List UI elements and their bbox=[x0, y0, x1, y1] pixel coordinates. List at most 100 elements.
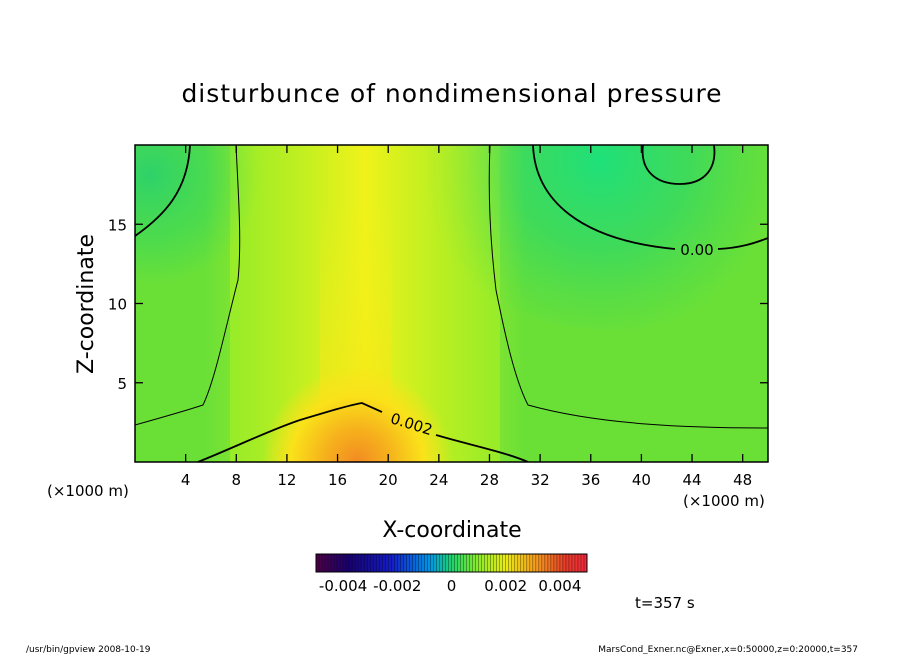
colorbar-cell-65 bbox=[511, 554, 516, 572]
colorbar-cell-60 bbox=[496, 554, 500, 572]
colorbar-cell-36 bbox=[424, 554, 428, 572]
colorbar-cell-43 bbox=[445, 554, 449, 572]
colorbar-cell-66 bbox=[514, 554, 519, 572]
colorbar-cell-14 bbox=[358, 554, 362, 572]
colorbar-cell-78 bbox=[550, 554, 555, 572]
colorbar-cell-0 bbox=[316, 554, 320, 572]
colorbar-cell-44 bbox=[448, 554, 452, 572]
y-tick-label-10: 10 bbox=[108, 296, 127, 314]
colorbar-cell-76 bbox=[544, 554, 549, 572]
x-tick-label-48: 48 bbox=[733, 471, 752, 489]
colorbar-cell-19 bbox=[373, 554, 377, 572]
colorbar-cell-63 bbox=[505, 554, 510, 572]
y-axis-label: Z-coordinate bbox=[74, 234, 99, 374]
colorbar-tick-label-2: 0 bbox=[447, 577, 457, 595]
colorbar-cell-4 bbox=[328, 554, 332, 572]
colorbar-tick-label-4: 0.004 bbox=[538, 577, 581, 595]
colorbar-cell-62 bbox=[502, 554, 506, 572]
chart-title: disturbunce of nondimensional pressure bbox=[181, 79, 722, 108]
colorbar-cell-40 bbox=[436, 554, 440, 572]
colorbar-cell-46 bbox=[454, 554, 458, 572]
colorbar-cell-16 bbox=[364, 554, 368, 572]
y-axis-ticks: 5 10 15 bbox=[108, 216, 768, 393]
footer-right: MarsCond_Exner.nc@Exner,x=0:50000,z=0:20… bbox=[598, 645, 858, 654]
colorbar-cell-12 bbox=[352, 554, 356, 572]
colorbar-cell-26 bbox=[394, 554, 398, 572]
colorbar-cell-7 bbox=[337, 554, 341, 572]
x-tick-label-36: 36 bbox=[581, 471, 600, 489]
colorbar-cell-84 bbox=[568, 554, 573, 572]
colorbar bbox=[315, 554, 588, 572]
x-tick-label-44: 44 bbox=[682, 471, 701, 489]
colorbar-cell-48 bbox=[460, 554, 464, 572]
colorbar-cell-74 bbox=[538, 554, 543, 572]
colorbar-cell-41 bbox=[439, 554, 443, 572]
colorbar-frame bbox=[315, 553, 588, 573]
colorbar-cell-75 bbox=[541, 554, 546, 572]
footer-left: /usr/bin/gpview 2008-10-19 bbox=[26, 645, 151, 654]
colorbar-cell-35 bbox=[421, 554, 425, 572]
x-tick-label-32: 32 bbox=[531, 471, 550, 489]
colorbar-cell-55 bbox=[481, 554, 485, 572]
colorbar-cell-9 bbox=[343, 554, 347, 572]
colorbar-cell-28 bbox=[400, 554, 404, 572]
colorbar-cell-37 bbox=[427, 554, 431, 572]
colorbar-cell-27 bbox=[397, 554, 401, 572]
colorbar-cell-8 bbox=[340, 554, 344, 572]
contour-line-top-right-loop bbox=[641, 145, 716, 185]
x-unit-right: (×1000 m) bbox=[683, 492, 765, 510]
colorbar-cell-33 bbox=[415, 554, 419, 572]
colorbar-cell-89 bbox=[583, 554, 588, 572]
contour-line-zero bbox=[532, 145, 768, 250]
x-axis-label: X-coordinate bbox=[382, 518, 521, 543]
colorbar-cell-56 bbox=[484, 554, 488, 572]
colorbar-cell-52 bbox=[472, 554, 476, 572]
colorbar-cell-70 bbox=[526, 554, 531, 572]
contour-line-left-arc bbox=[135, 145, 191, 237]
x-tick-label-40: 40 bbox=[632, 471, 651, 489]
plot-area bbox=[135, 145, 768, 462]
colorbar-cell-58 bbox=[490, 554, 494, 572]
colorbar-cell-67 bbox=[517, 554, 522, 572]
y-tick-label-5: 5 bbox=[117, 375, 127, 393]
colorbar-cell-54 bbox=[478, 554, 482, 572]
colorbar-cell-42 bbox=[442, 554, 446, 572]
contour-label-zero: 0.00 bbox=[680, 241, 713, 259]
colorbar-cell-85 bbox=[571, 554, 576, 572]
colorbar-cell-24 bbox=[388, 554, 392, 572]
colorbar-ticks: -0.004 -0.002 0 0.002 0.004 bbox=[319, 577, 581, 595]
colorbar-cell-23 bbox=[385, 554, 389, 572]
colorbar-cell-79 bbox=[553, 554, 558, 572]
contour-line-thin-left bbox=[135, 145, 241, 426]
colorbar-cell-6 bbox=[334, 554, 338, 572]
colorbar-cell-29 bbox=[403, 554, 407, 572]
contour-line-0002-right bbox=[435, 434, 529, 462]
x-unit-left: (×1000 m) bbox=[47, 482, 129, 500]
contour-line-0002-left bbox=[197, 402, 383, 462]
colorbar-cell-22 bbox=[382, 554, 386, 572]
colorbar-cell-69 bbox=[523, 554, 528, 572]
colorbar-cell-39 bbox=[433, 554, 437, 572]
colorbar-cell-83 bbox=[565, 554, 570, 572]
colorbar-cell-10 bbox=[346, 554, 350, 572]
colorbar-cell-86 bbox=[574, 554, 579, 572]
colorbar-cell-61 bbox=[499, 554, 503, 572]
colorbar-cell-71 bbox=[529, 554, 534, 572]
colorbar-cell-25 bbox=[391, 554, 395, 572]
x-axis-ticks: 4 8 12 16 20 24 28 32 36 40 44 48 bbox=[181, 145, 752, 489]
colorbar-cell-82 bbox=[562, 554, 567, 572]
contour-line-thin-right bbox=[488, 145, 768, 429]
colorbar-cell-38 bbox=[430, 554, 434, 572]
time-label: t=357 s bbox=[635, 594, 695, 612]
colorbar-cell-18 bbox=[370, 554, 374, 572]
colorbar-cell-87 bbox=[577, 554, 582, 572]
colorbar-cell-34 bbox=[418, 554, 422, 572]
colorbar-cell-47 bbox=[457, 554, 461, 572]
colorbar-cell-30 bbox=[406, 554, 410, 572]
colorbar-cell-17 bbox=[367, 554, 371, 572]
x-tick-label-24: 24 bbox=[429, 471, 448, 489]
x-tick-label-28: 28 bbox=[480, 471, 499, 489]
x-tick-label-16: 16 bbox=[328, 471, 347, 489]
colorbar-cell-3 bbox=[325, 554, 329, 572]
